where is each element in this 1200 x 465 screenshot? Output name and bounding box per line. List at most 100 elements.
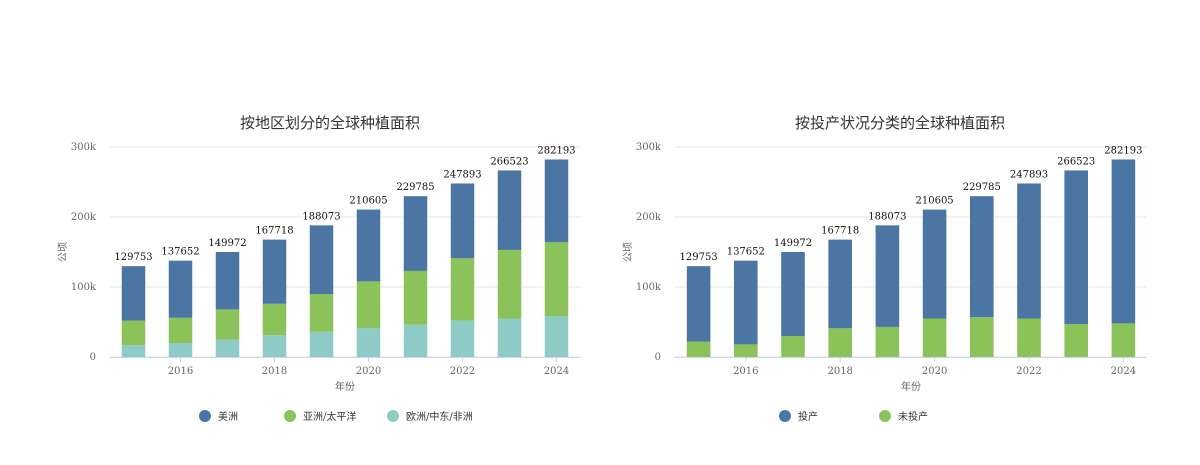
bar-未投产-2016[interactable] <box>734 344 758 357</box>
y-tick-label: 300k <box>636 142 662 153</box>
bar-亚洲-太平洋-2020[interactable] <box>356 281 381 329</box>
bar-美洲-2018[interactable] <box>262 239 287 304</box>
bar-美洲-2022[interactable] <box>450 183 475 259</box>
bar-未投产-2019[interactable] <box>875 326 900 357</box>
y-tick-label: 200k <box>636 212 662 223</box>
bar-投产-2019[interactable] <box>875 225 900 327</box>
bar-未投产-2015[interactable] <box>686 341 711 357</box>
legend-label: 投产 <box>798 410 818 423</box>
data-label-total-2017: 149972 <box>208 238 246 249</box>
bar-投产-2020[interactable] <box>922 209 947 319</box>
y-tick-label: 100k <box>71 282 97 293</box>
legend-item-欧洲-中东-非洲[interactable]: 欧洲/中东/非洲 <box>387 410 473 423</box>
bar-未投产-2022[interactable] <box>1017 318 1041 358</box>
bar-美洲-2015[interactable] <box>121 266 146 321</box>
legend-marker <box>879 410 891 422</box>
bar-未投产-2021[interactable] <box>970 317 994 357</box>
data-label-total-2024: 282193 <box>537 145 575 156</box>
legend-label: 欧洲/中东/非洲 <box>406 410 473 423</box>
bar-欧洲-中东-非洲-2020[interactable] <box>356 328 381 357</box>
data-label-total-2021: 229785 <box>963 182 1001 193</box>
bar-亚洲-太平洋-2015[interactable] <box>121 320 146 346</box>
chart-by-production-status: 按投产状况分类的全球种植面积 0 100k 200k 300k 公顷 129753 13765… <box>622 114 1147 423</box>
data-label-total-2016: 137652 <box>727 247 765 258</box>
x-tick-label: 2018 <box>262 366 287 377</box>
bar-投产-2015[interactable] <box>686 266 711 342</box>
y-tick-label: 0 <box>90 352 96 363</box>
y-axis-title: 公顷 <box>57 242 69 262</box>
chart-title: 按地区划分的全球种植面积 <box>240 114 420 132</box>
data-label-total-2015: 129753 <box>114 252 152 263</box>
bar-欧洲-中东-非洲-2015[interactable] <box>121 345 146 357</box>
x-axis-title: 年份 <box>335 380 355 393</box>
y-tick-label: 100k <box>636 282 662 293</box>
legend-marker <box>284 410 296 422</box>
y-tick-label: 300k <box>71 142 97 153</box>
x-tick-label: 2020 <box>356 366 381 377</box>
bar-欧洲-中东-非洲-2017[interactable] <box>215 339 240 358</box>
data-label-total-2022: 247893 <box>443 169 481 180</box>
bar-投产-2024[interactable] <box>1111 159 1136 324</box>
data-label-total-2020: 210605 <box>916 196 954 207</box>
bar-美洲-2016[interactable] <box>168 260 193 318</box>
legend-marker <box>199 410 211 422</box>
bar-美洲-2024[interactable] <box>544 159 569 243</box>
data-label-total-2015: 129753 <box>680 252 718 263</box>
bar-投产-2016[interactable] <box>734 260 758 345</box>
data-label-total-2021: 229785 <box>396 182 434 193</box>
x-tick-label: 2016 <box>168 366 193 377</box>
bar-投产-2021[interactable] <box>970 196 994 318</box>
bar-欧洲-中东-非洲-2016[interactable] <box>168 343 193 357</box>
data-label-total-2022: 247893 <box>1010 169 1048 180</box>
x-tick-label: 2024 <box>544 366 569 377</box>
x-tick-label: 2024 <box>1111 366 1136 377</box>
bar-美洲-2021[interactable] <box>403 196 428 271</box>
legend-item-投产[interactable]: 投产 <box>779 410 818 423</box>
bar-美洲-2020[interactable] <box>356 209 381 282</box>
bar-亚洲-太平洋-2021[interactable] <box>403 270 428 325</box>
bar-亚洲-太平洋-2023[interactable] <box>497 249 522 319</box>
bar-投产-2017[interactable] <box>781 252 805 336</box>
x-tick-label: 2020 <box>922 366 947 377</box>
x-axis-title: 年份 <box>901 380 921 393</box>
bar-欧洲-中东-非洲-2019[interactable] <box>309 331 334 357</box>
data-label-total-2019: 188073 <box>868 211 906 222</box>
bar-未投产-2018[interactable] <box>828 328 852 357</box>
bar-亚洲-太平洋-2018[interactable] <box>262 303 287 336</box>
x-tick-label: 2022 <box>450 366 475 377</box>
bar-欧洲-中东-非洲-2023[interactable] <box>497 318 522 358</box>
legend-item-亚洲-太平洋[interactable]: 亚洲/太平洋 <box>284 410 356 423</box>
legend-label: 未投产 <box>898 410 928 423</box>
bar-亚洲-太平洋-2022[interactable] <box>450 258 475 321</box>
data-label-total-2017: 149972 <box>774 238 812 249</box>
bar-亚洲-太平洋-2016[interactable] <box>168 317 193 343</box>
legend-item-美洲[interactable]: 美洲 <box>199 410 238 423</box>
data-label-total-2023: 266523 <box>490 156 528 167</box>
data-label-total-2018: 167718 <box>255 226 293 237</box>
data-label-total-2020: 210605 <box>349 196 387 207</box>
bar-未投产-2023[interactable] <box>1064 324 1088 357</box>
bar-未投产-2017[interactable] <box>781 336 805 357</box>
bar-美洲-2017[interactable] <box>215 252 240 310</box>
bar-亚洲-太平洋-2024[interactable] <box>544 242 569 317</box>
x-tick-label: 2016 <box>733 366 758 377</box>
bar-未投产-2024[interactable] <box>1111 323 1136 357</box>
bar-亚洲-太平洋-2017[interactable] <box>215 309 240 340</box>
bar-欧洲-中东-非洲-2022[interactable] <box>450 320 475 357</box>
x-tick-label: 2018 <box>827 366 852 377</box>
bar-美洲-2023[interactable] <box>497 170 522 250</box>
bar-投产-2022[interactable] <box>1017 183 1041 319</box>
bar-美洲-2019[interactable] <box>309 225 334 294</box>
bar-投产-2018[interactable] <box>828 239 852 329</box>
bar-亚洲-太平洋-2019[interactable] <box>309 294 334 332</box>
bar-欧洲-中东-非洲-2024[interactable] <box>544 316 569 357</box>
y-tick-label: 0 <box>655 352 661 363</box>
bar-未投产-2020[interactable] <box>922 318 947 358</box>
bar-欧洲-中东-非洲-2018[interactable] <box>262 335 287 357</box>
bar-投产-2023[interactable] <box>1064 170 1088 325</box>
bar-欧洲-中东-非洲-2021[interactable] <box>403 324 428 357</box>
legend-marker <box>779 410 791 422</box>
legend-marker <box>387 410 399 422</box>
chart-by-region: 按地区划分的全球种植面积 0 100k 200k 300k 公顷 129753 137652 1… <box>57 114 580 423</box>
legend-item-未投产[interactable]: 未投产 <box>879 410 928 423</box>
